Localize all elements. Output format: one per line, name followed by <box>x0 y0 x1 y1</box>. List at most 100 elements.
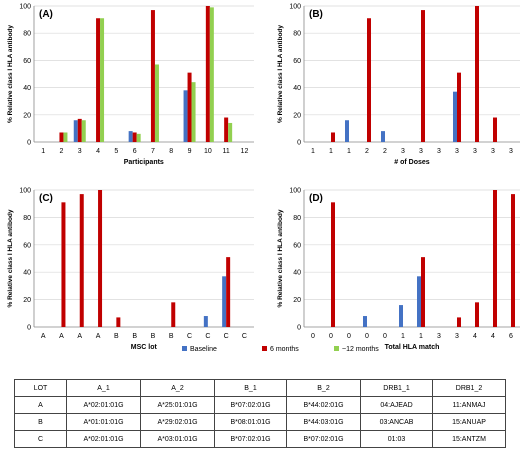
x-tick-label: 1 <box>419 333 423 340</box>
bar <box>345 120 349 142</box>
x-axis-title: MSC lot <box>131 344 158 351</box>
bar <box>511 194 515 327</box>
table-cell: B*07:02:01G <box>286 430 361 448</box>
y-tick-label: 80 <box>23 215 31 222</box>
bar <box>63 132 68 142</box>
table-cell: 15:ANTZM <box>432 430 506 448</box>
bar <box>209 7 214 142</box>
panel-label: (D) <box>309 193 323 204</box>
y-axis-title: % Relative class I HLA antibody <box>277 25 284 123</box>
x-tick-label: 7 <box>151 148 155 155</box>
y-tick-label: 20 <box>23 297 31 304</box>
bar <box>132 132 137 142</box>
table-cell: 15:ANUAP <box>432 413 506 431</box>
y-tick-label: 40 <box>293 85 301 92</box>
x-tick-label: 6 <box>133 148 137 155</box>
table-cell: B*44:02:01G <box>286 396 361 414</box>
x-tick-label: 0 <box>383 333 387 340</box>
bar <box>96 18 101 143</box>
y-tick-label: 80 <box>23 31 31 38</box>
bar <box>61 202 66 327</box>
legend-label: 6 months <box>270 346 299 353</box>
x-tick-label: B <box>169 333 174 340</box>
y-tick-label: 20 <box>293 297 301 304</box>
bar <box>203 316 208 327</box>
x-tick-label: B <box>151 333 156 340</box>
legend-label: ~12 months <box>342 346 379 353</box>
x-tick-label: A <box>59 333 64 340</box>
x-tick-label: 8 <box>169 148 173 155</box>
table-cell: B*07:02:01G <box>214 396 287 414</box>
table-cell: A*02:01:01G <box>66 396 141 414</box>
y-axis-title: % Relative class I HLA antibody <box>7 209 14 307</box>
x-tick-label: 5 <box>114 148 118 155</box>
y-tick-label: 60 <box>23 58 31 65</box>
y-tick-label: 100 <box>289 4 301 11</box>
table-cell: A <box>14 396 67 414</box>
table-cell: 01:03 <box>360 430 433 448</box>
y-tick-label: 80 <box>293 215 301 222</box>
bar <box>331 132 335 142</box>
x-tick-label: 3 <box>78 148 82 155</box>
table-cell: 11:ANMAJ <box>432 396 506 414</box>
table-cell: A*29:02:01G <box>140 413 215 431</box>
x-tick-label: 3 <box>437 148 441 155</box>
x-tick-label: 3 <box>455 333 459 340</box>
bar <box>187 72 192 142</box>
bar <box>224 117 229 142</box>
table-cell: A*02:01:01G <box>66 430 141 448</box>
y-tick-label: 20 <box>293 112 301 119</box>
x-tick-label: 3 <box>437 333 441 340</box>
x-tick-label: 3 <box>491 148 495 155</box>
chart-panel-d: 0 20 40 60 80 100 0 0 0 0 0 1 1 3 3 4 4 6 (D) Total HLA mat… <box>277 188 520 351</box>
table-header-cell: A_1 <box>66 379 141 397</box>
x-axis-title: # of Doses <box>394 159 430 166</box>
bar <box>183 90 188 142</box>
y-axis-title: % Relative class I HLA antibody <box>7 25 14 123</box>
legend-item: Baseline <box>182 346 217 353</box>
x-tick-label: A <box>41 333 46 340</box>
bar <box>417 276 421 327</box>
bar <box>100 18 105 143</box>
legend-item: 6 months <box>262 346 299 353</box>
x-tick-label: 1 <box>311 148 315 155</box>
legend-swatch <box>334 346 339 351</box>
table-header-cell: B_2 <box>286 379 361 397</box>
x-tick-label: C <box>205 333 210 340</box>
table-cell: B <box>14 413 67 431</box>
x-tick-label: 2 <box>59 148 63 155</box>
bar <box>421 10 425 142</box>
x-tick-label: 3 <box>455 148 459 155</box>
bar <box>79 194 84 327</box>
x-tick-label: 11 <box>223 148 230 155</box>
x-tick-label: 12 <box>241 148 249 155</box>
x-tick-label: 4 <box>473 333 477 340</box>
bar <box>453 91 457 142</box>
table-cell: 04:AJEAD <box>360 396 433 414</box>
table-header-cell: LOT <box>14 379 67 397</box>
y-tick-label: 80 <box>293 31 301 38</box>
x-tick-label: 1 <box>347 148 351 155</box>
x-tick-label: 6 <box>509 333 513 340</box>
y-tick-label: 0 <box>27 325 31 332</box>
table-header-row: LOT A_1 A_2 B_1 B_2 DRB1_1 DRB1_2 <box>14 379 506 397</box>
legend-item: ~12 months <box>334 346 379 353</box>
y-tick-label: 60 <box>23 242 31 249</box>
bar <box>228 122 233 142</box>
x-tick-label: 0 <box>365 333 369 340</box>
bar <box>457 317 461 327</box>
legend-swatch <box>182 346 187 351</box>
bar <box>226 257 231 327</box>
y-tick-label: 100 <box>19 188 31 195</box>
bar <box>128 131 133 142</box>
bar <box>475 6 479 142</box>
legend-swatch <box>262 346 267 351</box>
x-tick-label: 1 <box>329 148 333 155</box>
x-tick-label: 1 <box>401 333 405 340</box>
bar <box>475 302 479 327</box>
x-tick-label: 1 <box>41 148 45 155</box>
x-tick-label: 4 <box>491 333 495 340</box>
bar <box>421 257 425 327</box>
x-tick-label: C <box>224 333 229 340</box>
